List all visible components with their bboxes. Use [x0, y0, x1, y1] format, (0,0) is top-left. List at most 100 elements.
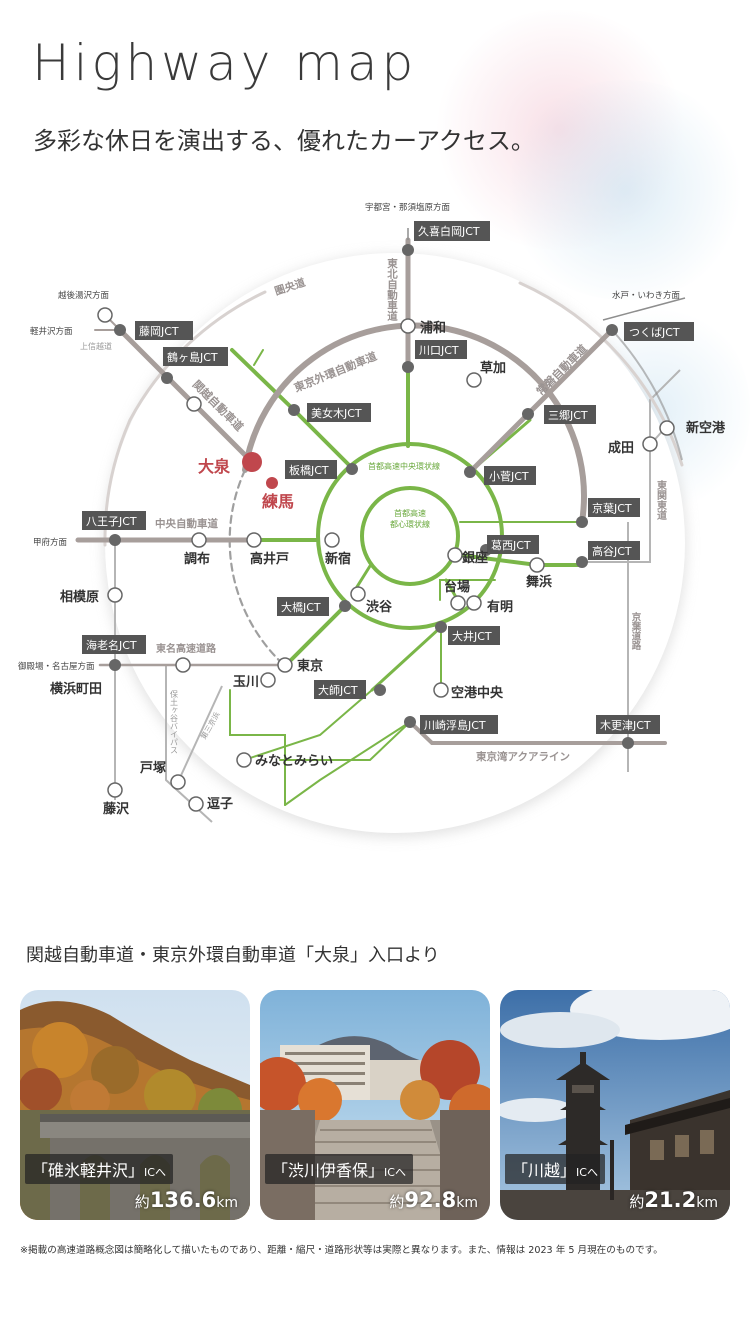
svg-text:大井JCT: 大井JCT: [452, 629, 492, 643]
jct-kasai: 葛西JCT: [487, 535, 539, 554]
card-kawagoe-distance: 約21.2km: [629, 1188, 718, 1212]
jct-itabashi: 板橋JCT: [285, 460, 337, 479]
route-gaikan: [242, 322, 587, 525]
svg-text:大師JCT: 大師JCT: [318, 683, 358, 697]
place-ariake: 有明: [487, 599, 513, 615]
map-outer-disc: [105, 253, 685, 833]
oizumi-marker: [242, 452, 262, 472]
place-zushi: 逗子: [207, 797, 233, 812]
road-higashikanto: 東関東道: [655, 479, 667, 521]
place-yokohamamachida: 横浜町田: [50, 681, 102, 697]
jct-fujioka: 藤岡JCT: [135, 321, 193, 340]
road-aqualine: 東京湾アクアライン: [476, 750, 570, 763]
svg-text:葛西JCT: 葛西JCT: [491, 539, 531, 552]
road-hodogaya: 保土ヶ谷バイパス: [170, 689, 179, 754]
svg-text:つくばJCT: つくばJCT: [629, 326, 680, 339]
dir-kofu: 甲府方面: [33, 537, 68, 548]
place-chofu: 調布: [184, 551, 210, 567]
svg-text:美女木JCT: 美女木JCT: [311, 406, 362, 420]
jct-kawaguchi: 川口JCT: [415, 340, 467, 359]
road-chuo: 中央自動車道: [155, 517, 218, 530]
svg-text:鶴ヶ島JCT: 鶴ヶ島JCT: [167, 350, 218, 364]
place-narita: 成田: [608, 440, 634, 456]
nerima-marker: [266, 477, 278, 489]
svg-text:久喜白岡JCT: 久喜白岡JCT: [418, 224, 480, 238]
place-oizumi: 大泉: [198, 457, 231, 476]
svg-text:八王子JCT: 八王子JCT: [86, 515, 137, 528]
jct-daishi: 大師JCT: [314, 680, 366, 699]
place-minatomirai: みなとみらい: [255, 754, 333, 769]
svg-text:大橋JCT: 大橋JCT: [281, 600, 321, 614]
place-tokyo: 東京: [297, 658, 323, 674]
access-title: 関越自動車道・東京外環自動車道「大泉」入口より: [26, 945, 440, 966]
dir-mito: 水戸・いわき方面: [612, 290, 681, 301]
svg-text:高谷JCT: 高谷JCT: [592, 544, 632, 558]
svg-text:小菅JCT: 小菅JCT: [489, 470, 529, 483]
svg-text:海老名JCT: 海老名JCT: [86, 638, 137, 652]
road-joshinetsu: 上信越道: [80, 341, 112, 351]
road-tomei: 東名高速道路: [156, 642, 217, 655]
jct-misato: 三郷JCT: [544, 405, 596, 424]
place-nerima: 練馬: [262, 492, 294, 511]
place-sagamihara: 相模原: [60, 589, 99, 605]
svg-text:京葉JCT: 京葉JCT: [592, 501, 632, 515]
jct-tsukuba: つくばJCT: [624, 322, 694, 341]
place-shinjuku: 新宿: [325, 551, 351, 567]
place-maihama: 舞浜: [525, 574, 552, 590]
place-kuko-chuo: 空港中央: [451, 685, 504, 701]
photo-kawagoe-tower: [500, 990, 730, 1220]
road-inner-1: 首都高速: [394, 508, 426, 518]
place-takaido: 高井戸: [250, 551, 289, 567]
svg-text:川崎浮島JCT: 川崎浮島JCT: [424, 718, 486, 732]
photo-ikaho-steps: [260, 990, 490, 1220]
route-higashikanto: [582, 369, 681, 563]
place-urawa: 浦和: [420, 320, 446, 336]
jct-kawasaki: 川崎浮島JCT: [420, 715, 498, 734]
route-kanetsu-green: [230, 348, 296, 412]
road-inner-2: 都心環状線: [390, 519, 430, 529]
card-usui-karuizawa: 「碓氷軽井沢」ICへ 約136.6km: [20, 990, 250, 1220]
place-shinkuko: 新空港: [686, 420, 726, 436]
jct-hachioji: 八王子JCT: [82, 511, 146, 530]
dir-echigo: 越後湯沢方面: [58, 290, 110, 301]
place-shibuya: 渋谷: [366, 599, 393, 615]
place-ginza: 銀座: [462, 550, 488, 566]
page-subtitle: 多彩な休日を演出する、優れたカーアクセス。: [33, 127, 535, 155]
road-keiyo: 京葉道路: [630, 611, 643, 651]
dir-utsunomiya: 宇都宮・那須塩原方面: [365, 202, 451, 213]
jct-ebina: 海老名JCT: [82, 635, 146, 654]
card-shibukawa-ikaho: 「渋川伊香保」ICへ 約92.8km: [260, 990, 490, 1220]
route-aqualine: [408, 720, 667, 745]
route-kanetsu: [117, 327, 255, 465]
card-kawagoe: 「川越」ICへ 約21.2km: [500, 990, 730, 1220]
jct-keiyo: 京葉JCT: [588, 498, 640, 517]
card-usui-distance: 約136.6km: [134, 1188, 238, 1212]
jct-ohashi: 大橋JCT: [277, 597, 329, 616]
jct-kosuge: 小菅JCT: [484, 466, 536, 485]
svg-text:木更津JCT: 木更津JCT: [600, 719, 651, 732]
dir-karuizawa: 軽井沢方面: [30, 326, 73, 337]
footnote: ※掲載の高速道路概念図は簡略化して描いたものであり、距離・縮尺・道路形状等は実際…: [20, 1245, 663, 1256]
svg-text:川口JCT: 川口JCT: [419, 344, 459, 357]
place-tamagawa: 玉川: [233, 675, 259, 690]
dir-gotenba: 御殿場・名古屋方面: [18, 661, 95, 672]
card-ikaho-distance: 約92.8km: [389, 1188, 478, 1212]
card-usui-label: 「碓氷軽井沢」ICへ: [25, 1154, 173, 1184]
road-central-circular: 首都高速中央環状線: [368, 461, 440, 471]
jct-oi: 大井JCT: [448, 626, 500, 645]
photo-usui-bridge: [20, 990, 250, 1220]
road-tohoku: 東北自動車道: [386, 257, 398, 322]
place-daiba: 台場: [444, 579, 470, 595]
jct-bijogi: 美女木JCT: [307, 403, 371, 422]
svg-text:板橋JCT: 板橋JCT: [289, 463, 329, 477]
jct-kisarazu: 木更津JCT: [596, 715, 660, 734]
jct-kuki: 久喜白岡JCT: [414, 221, 490, 241]
card-ikaho-label: 「渋川伊香保」ICへ: [265, 1154, 413, 1184]
route-totsuka: [177, 685, 223, 783]
place-soka: 草加: [480, 360, 506, 376]
route-joban: [467, 327, 615, 475]
page-title: Highway map: [32, 34, 418, 92]
place-fujisawa: 藤沢: [103, 801, 130, 817]
svg-text:藤岡JCT: 藤岡JCT: [139, 325, 179, 338]
card-kawagoe-label: 「川越」ICへ: [505, 1154, 605, 1184]
